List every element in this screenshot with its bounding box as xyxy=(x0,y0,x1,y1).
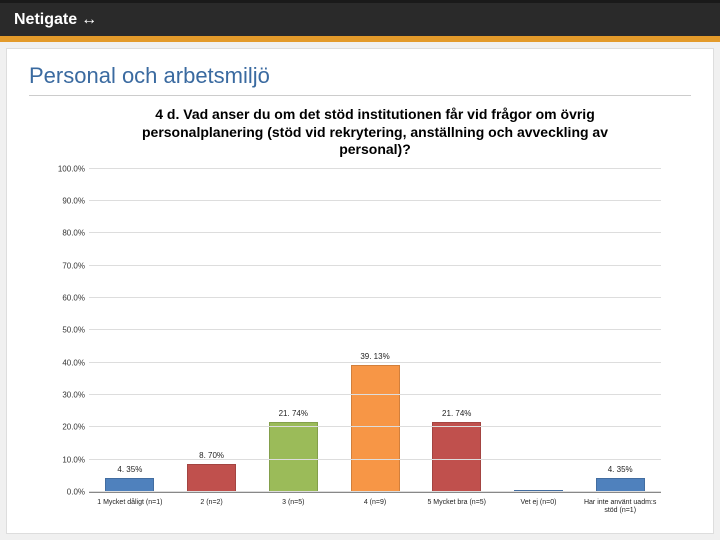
gridline xyxy=(89,265,661,266)
y-tick-label: 100.0% xyxy=(47,164,85,173)
gridline xyxy=(89,362,661,363)
x-tick-label: 1 Mycket dåligt (n=1) xyxy=(89,499,171,515)
gridline xyxy=(89,232,661,233)
y-tick-label: 80.0% xyxy=(47,229,85,238)
bar xyxy=(596,478,645,492)
y-tick-label: 90.0% xyxy=(47,196,85,205)
x-tick-label: 5 Mycket bra (n=5) xyxy=(416,499,498,515)
bar xyxy=(432,422,481,492)
slide: Personal och arbetsmiljö 4 d. Vad anser … xyxy=(6,48,714,534)
accent-bar xyxy=(0,36,720,42)
x-tick-label: 4 (n=9) xyxy=(334,499,416,515)
bar-slot: 4. 35% xyxy=(579,169,661,492)
gridline xyxy=(89,297,661,298)
bar-value-label: 4. 35% xyxy=(117,465,142,474)
gridline xyxy=(89,200,661,201)
gridline xyxy=(89,168,661,169)
grid: 4. 35% 8. 70% 21. 74% 39. 13% 21. 74%4. 35% … xyxy=(89,169,661,493)
x-tick-label: Vet ej (n=0) xyxy=(498,499,580,515)
x-tick-label: 3 (n=5) xyxy=(252,499,334,515)
bar-slot: 21. 74% xyxy=(416,169,498,492)
bar xyxy=(187,464,236,492)
y-tick-label: 40.0% xyxy=(47,358,85,367)
x-tick-label: Har inte använt uadm:s stöd (n=1) xyxy=(579,499,661,515)
bar-slot: 21. 74% xyxy=(252,169,334,492)
y-tick-label: 70.0% xyxy=(47,261,85,270)
chart: 4 d. Vad anser du om det stöd institutio… xyxy=(29,106,691,515)
bar xyxy=(105,478,154,492)
bar xyxy=(351,365,400,492)
bar xyxy=(269,422,318,492)
y-tick-label: 50.0% xyxy=(47,326,85,335)
chart-title: 4 d. Vad anser du om det stöd institutio… xyxy=(89,106,661,169)
bar-value-label: 4. 35% xyxy=(608,465,633,474)
bar-slot: 39. 13% xyxy=(334,169,416,492)
gridline xyxy=(89,459,661,460)
gridline xyxy=(89,426,661,427)
brand-icon: ↔ xyxy=(81,11,97,29)
bar-slot: 8. 70% xyxy=(171,169,253,492)
brand-name: Netigate xyxy=(14,11,77,29)
app-header: Netigate ↔ xyxy=(0,0,720,36)
bars-container: 4. 35% 8. 70% 21. 74% 39. 13% 21. 74% 4. 35% xyxy=(89,169,661,492)
y-tick-label: 20.0% xyxy=(47,423,85,432)
bar-value-label: 39. 13% xyxy=(360,352,389,361)
bar-slot xyxy=(498,169,580,492)
y-tick-label: 0.0% xyxy=(47,487,85,496)
y-tick-label: 10.0% xyxy=(47,455,85,464)
x-tick-label: 2 (n=2) xyxy=(171,499,253,515)
bar-slot: 4. 35% xyxy=(89,169,171,492)
plot-area: 4. 35% 8. 70% 21. 74% 39. 13% 21. 74%4. 35% … xyxy=(89,169,661,516)
bar-value-label: 21. 74% xyxy=(279,409,308,418)
gridline xyxy=(89,491,661,492)
x-axis: 1 Mycket dåligt (n=1)2 (n=2)3 (n=5)4 (n=… xyxy=(89,499,661,515)
divider xyxy=(29,95,691,96)
y-tick-label: 30.0% xyxy=(47,390,85,399)
y-tick-label: 60.0% xyxy=(47,293,85,302)
bar-value-label: 21. 74% xyxy=(442,409,471,418)
gridline xyxy=(89,394,661,395)
slide-title: Personal och arbetsmiljö xyxy=(29,63,691,89)
gridline xyxy=(89,329,661,330)
